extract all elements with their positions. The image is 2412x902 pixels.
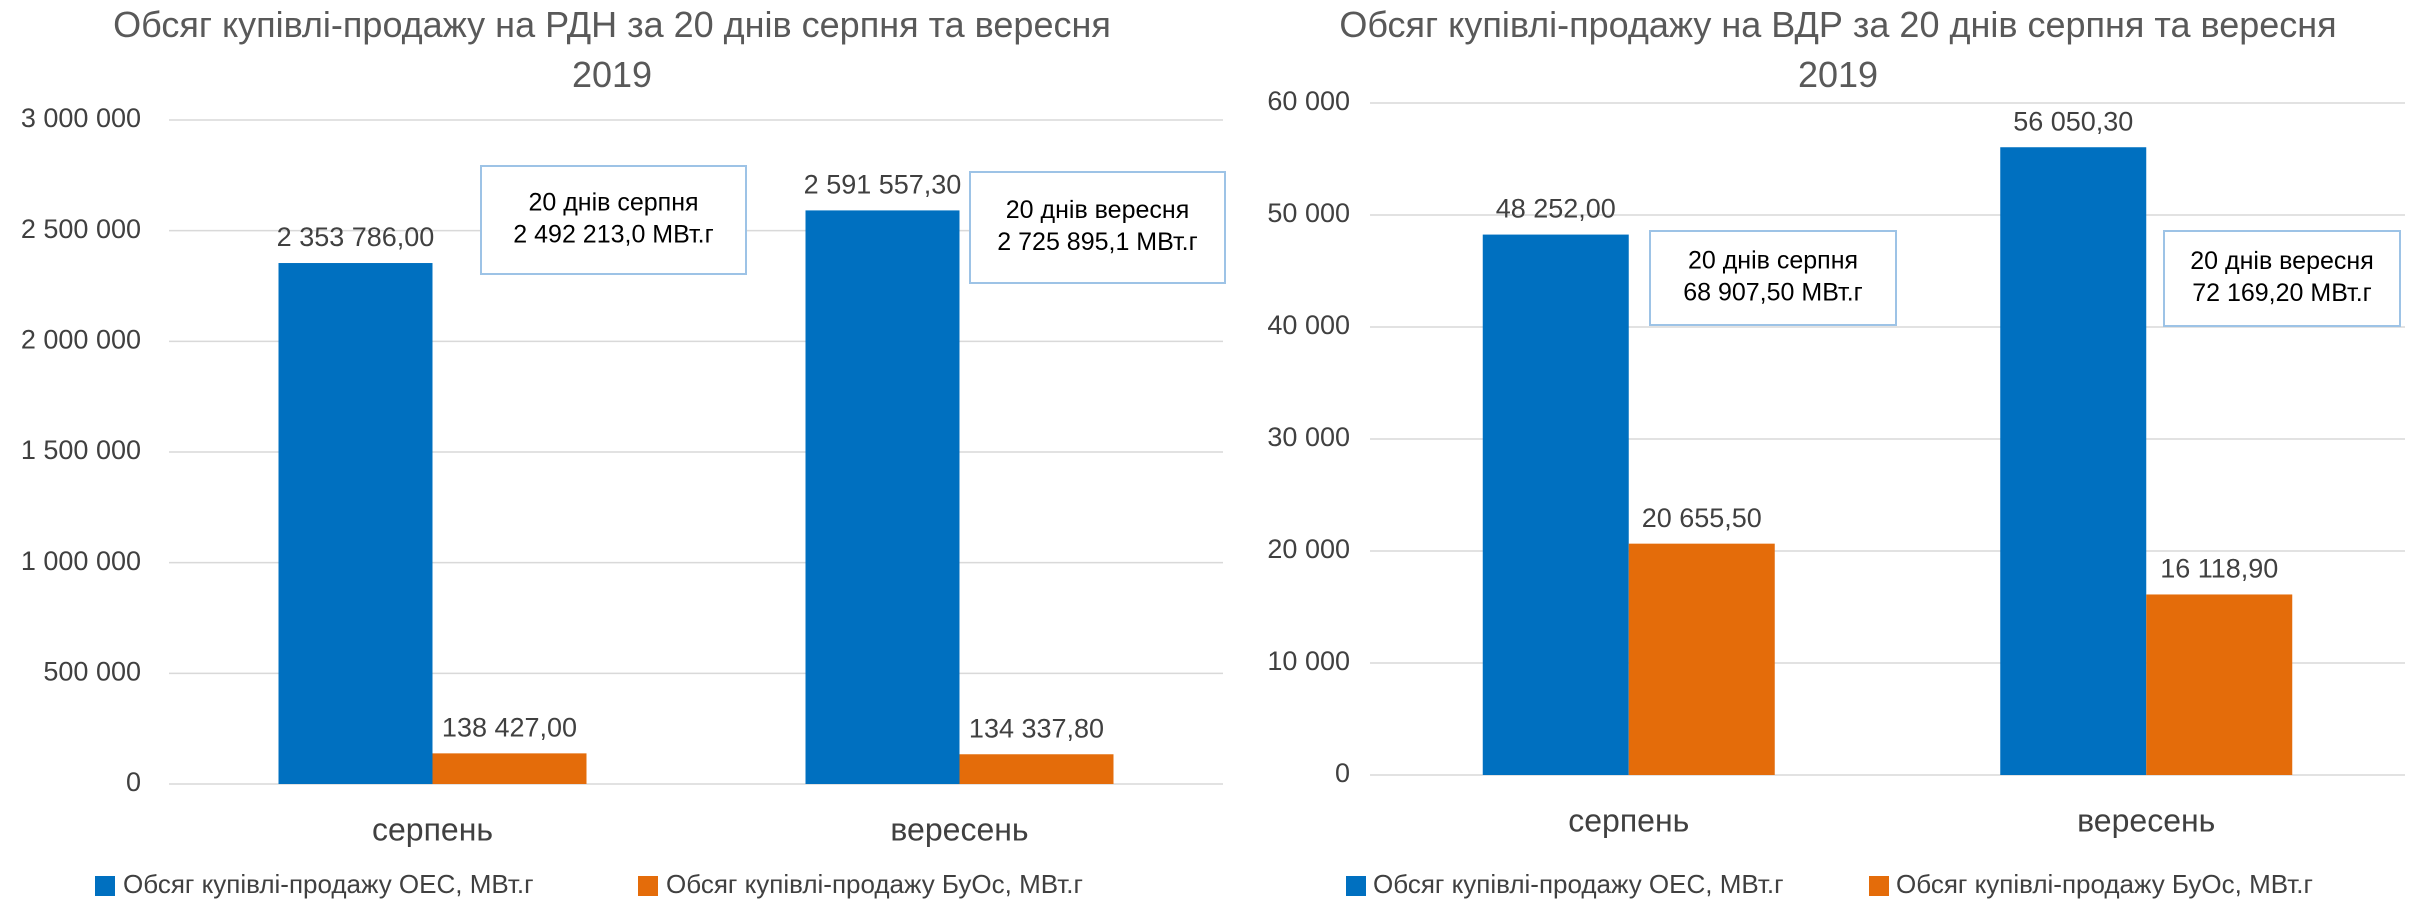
y-tick-label: 0 (1335, 758, 1350, 788)
x-tick-label: вересень (890, 811, 1028, 847)
bar (278, 263, 433, 784)
legend-label: Обсяг купівлі-продажу ОЕС, МВт.г (123, 869, 534, 899)
y-tick-label: 500 000 (43, 656, 141, 686)
chart-title: Обсяг купівлі-продажу на ВДР за 20 днів … (1339, 4, 2337, 95)
y-tick-label: 40 000 (1267, 310, 1350, 340)
data-label: 2 353 786,00 (277, 222, 435, 252)
y-tick-label: 1 000 000 (21, 546, 141, 576)
annotation-box (2163, 230, 2401, 327)
annotation-box (480, 165, 747, 275)
annotation-text: 20 днів вересня (1006, 196, 1189, 224)
y-tick-label: 0 (126, 767, 141, 797)
annotation-text: 20 днів серпня (528, 189, 698, 217)
annotation-text: 72 169,20 МВт.г (2192, 279, 2372, 307)
y-tick-label: 50 000 (1267, 198, 1350, 228)
x-tick-label: серпень (1568, 802, 1689, 838)
data-label: 20 655,50 (1642, 503, 1762, 533)
annotation-text: 20 днів серпня (1688, 247, 1858, 275)
annotation-box (969, 171, 1226, 284)
data-label: 2 591 557,30 (804, 170, 962, 200)
y-tick-label: 60 000 (1267, 86, 1350, 116)
data-label: 48 252,00 (1496, 194, 1616, 224)
chart-title-box: Обсяг купівлі-продажу на ВДР за 20 днів … (1339, 4, 2337, 95)
y-tick-label: 20 000 (1267, 534, 1350, 564)
annotation-text: 2 725 895,1 МВт.г (997, 228, 1197, 256)
y-tick-label: 30 000 (1267, 422, 1350, 452)
x-tick-label: вересень (2077, 802, 2215, 838)
bar (959, 754, 1114, 784)
annotation-box (1649, 230, 1897, 326)
legend-label: Обсяг купівлі-продажу БуОс, МВт.г (666, 869, 1083, 899)
legend-label: Обсяг купівлі-продажу БуОс, МВт.г (1896, 869, 2313, 899)
y-tick-label: 2 000 000 (21, 324, 141, 354)
bar (1628, 543, 1775, 775)
chart-title-box: Обсяг купівлі-продажу на РДН за 20 днів … (113, 4, 1111, 95)
y-tick-label: 10 000 (1267, 646, 1350, 676)
annotation-text: 20 днів вересня (2190, 247, 2373, 275)
chart-title: Обсяг купівлі-продажу на РДН за 20 днів … (113, 4, 1111, 95)
data-label: 56 050,30 (2013, 106, 2133, 136)
annotation-text: 2 492 213,0 МВт.г (513, 221, 713, 249)
y-tick-label: 2 500 000 (21, 214, 141, 244)
data-label: 138 427,00 (442, 712, 577, 742)
bar (1482, 234, 1629, 775)
legend-label: Обсяг купівлі-продажу ОЕС, МВт.г (1373, 869, 1784, 899)
data-label: 134 337,80 (969, 713, 1104, 743)
bar (432, 753, 587, 784)
legend-swatch (638, 876, 658, 896)
bar (2000, 147, 2147, 775)
annotation-text: 68 907,50 МВт.г (1683, 279, 1863, 307)
data-label: 16 118,90 (2160, 554, 2278, 584)
bar (805, 210, 960, 784)
legend-swatch (95, 876, 115, 896)
x-tick-label: серпень (372, 811, 493, 847)
legend-swatch (1346, 876, 1366, 896)
bar (2146, 594, 2293, 775)
y-tick-label: 3 000 000 (21, 103, 141, 133)
y-tick-label: 1 500 000 (21, 435, 141, 465)
legend-swatch (1869, 876, 1889, 896)
